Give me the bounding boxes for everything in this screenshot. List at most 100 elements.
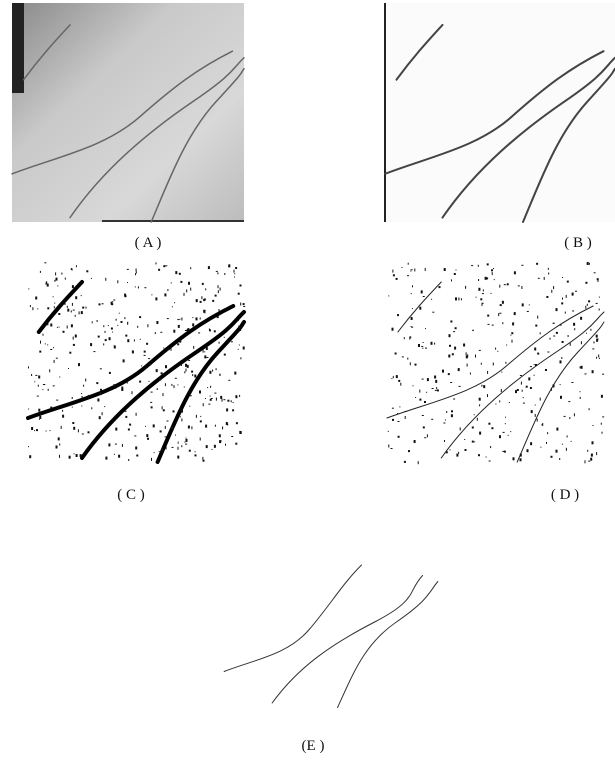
palm-line (387, 306, 593, 418)
noise-dot (117, 280, 118, 283)
noise-dot (452, 353, 454, 355)
noise-dot (219, 374, 220, 376)
noise-dot (62, 415, 64, 418)
noise-dot (125, 411, 127, 412)
noise-dot (157, 388, 158, 390)
noise-dot (454, 347, 456, 350)
noise-dot (159, 378, 161, 381)
noise-dot (67, 309, 69, 312)
noise-dot (72, 303, 73, 306)
noise-dot (178, 443, 179, 444)
noise-dot (500, 304, 502, 306)
noise-dot (200, 438, 201, 441)
noise-dot (498, 313, 499, 316)
noise-dot (414, 269, 415, 272)
noise-dot (156, 321, 158, 324)
noise-dot (167, 289, 168, 291)
noise-dot (82, 434, 84, 435)
noise-dot (105, 457, 107, 460)
noise-dot (527, 311, 529, 312)
noise-dot (239, 395, 240, 397)
noise-dot (435, 380, 437, 383)
noise-dot (542, 423, 543, 426)
noise-dot (526, 386, 528, 388)
noise-dot (59, 377, 60, 378)
noise-dot (238, 326, 240, 329)
noise-dot (445, 420, 446, 421)
noise-dot (567, 281, 569, 283)
noise-dot (44, 384, 45, 385)
noise-dot (210, 396, 211, 397)
noise-dot (431, 342, 433, 345)
noise-dot (407, 275, 409, 276)
noise-dot (175, 271, 177, 274)
noise-dot (511, 332, 513, 334)
noise-dot (234, 273, 235, 274)
noise-dot (79, 311, 80, 314)
noise-dot (37, 308, 38, 309)
noise-dot (418, 344, 420, 347)
noise-dot (161, 372, 163, 374)
noise-dot (200, 420, 202, 422)
noise-dot (193, 346, 194, 349)
noise-dot (599, 309, 600, 311)
noise-dot (222, 426, 223, 429)
noise-dot (456, 270, 457, 271)
noise-dot (40, 413, 41, 416)
noise-dot (159, 451, 160, 452)
noise-dot (69, 352, 71, 354)
noise-dot (136, 455, 138, 457)
noise-dot (560, 325, 562, 326)
noise-dot (432, 388, 434, 389)
noise-dot (109, 372, 111, 374)
noise-dot (402, 267, 403, 268)
noise-dot (73, 310, 75, 311)
noise-dot (523, 397, 524, 398)
noise-dot (530, 442, 532, 445)
noise-dot (402, 356, 404, 357)
noise-dot (168, 348, 170, 350)
noise-dot (115, 444, 117, 445)
noise-dot (236, 422, 238, 424)
noise-dot (501, 372, 502, 373)
noise-dot (512, 340, 513, 343)
noise-dot (392, 408, 394, 409)
noise-dot (580, 397, 581, 399)
noise-dot (185, 330, 187, 331)
noise-dot (192, 317, 193, 318)
noise-dot (481, 385, 482, 387)
noise-dot (186, 438, 187, 439)
noise-dot (547, 432, 548, 434)
noise-dot (391, 448, 393, 449)
noise-dot (399, 406, 400, 407)
noise-dot (472, 441, 474, 443)
noise-dot (455, 297, 457, 300)
noise-dot (125, 335, 127, 337)
noise-dot (163, 409, 165, 411)
noise-dot (61, 426, 62, 429)
noise-dot (208, 404, 210, 405)
noise-dot (54, 306, 55, 308)
noise-dot (488, 423, 490, 425)
noise-dot (177, 384, 178, 385)
image-edge (102, 220, 244, 222)
noise-dot (180, 409, 182, 410)
noise-dot (599, 297, 600, 298)
noise-dot (505, 417, 506, 418)
noise-dot (494, 279, 495, 280)
noise-dot (422, 379, 424, 380)
noise-dot (464, 439, 465, 440)
noise-dot (59, 327, 60, 328)
noise-dot (551, 456, 553, 458)
noise-dot (127, 282, 128, 283)
noise-dot (451, 410, 453, 412)
noise-dot (212, 370, 213, 372)
noise-dot (423, 296, 425, 297)
noise-dot (219, 309, 220, 312)
noise-dot (479, 398, 481, 401)
noise-dot (196, 415, 197, 418)
noise-dot (491, 293, 492, 294)
noise-dot (48, 389, 49, 391)
noise-dot (561, 302, 563, 304)
noise-dot (205, 288, 206, 290)
